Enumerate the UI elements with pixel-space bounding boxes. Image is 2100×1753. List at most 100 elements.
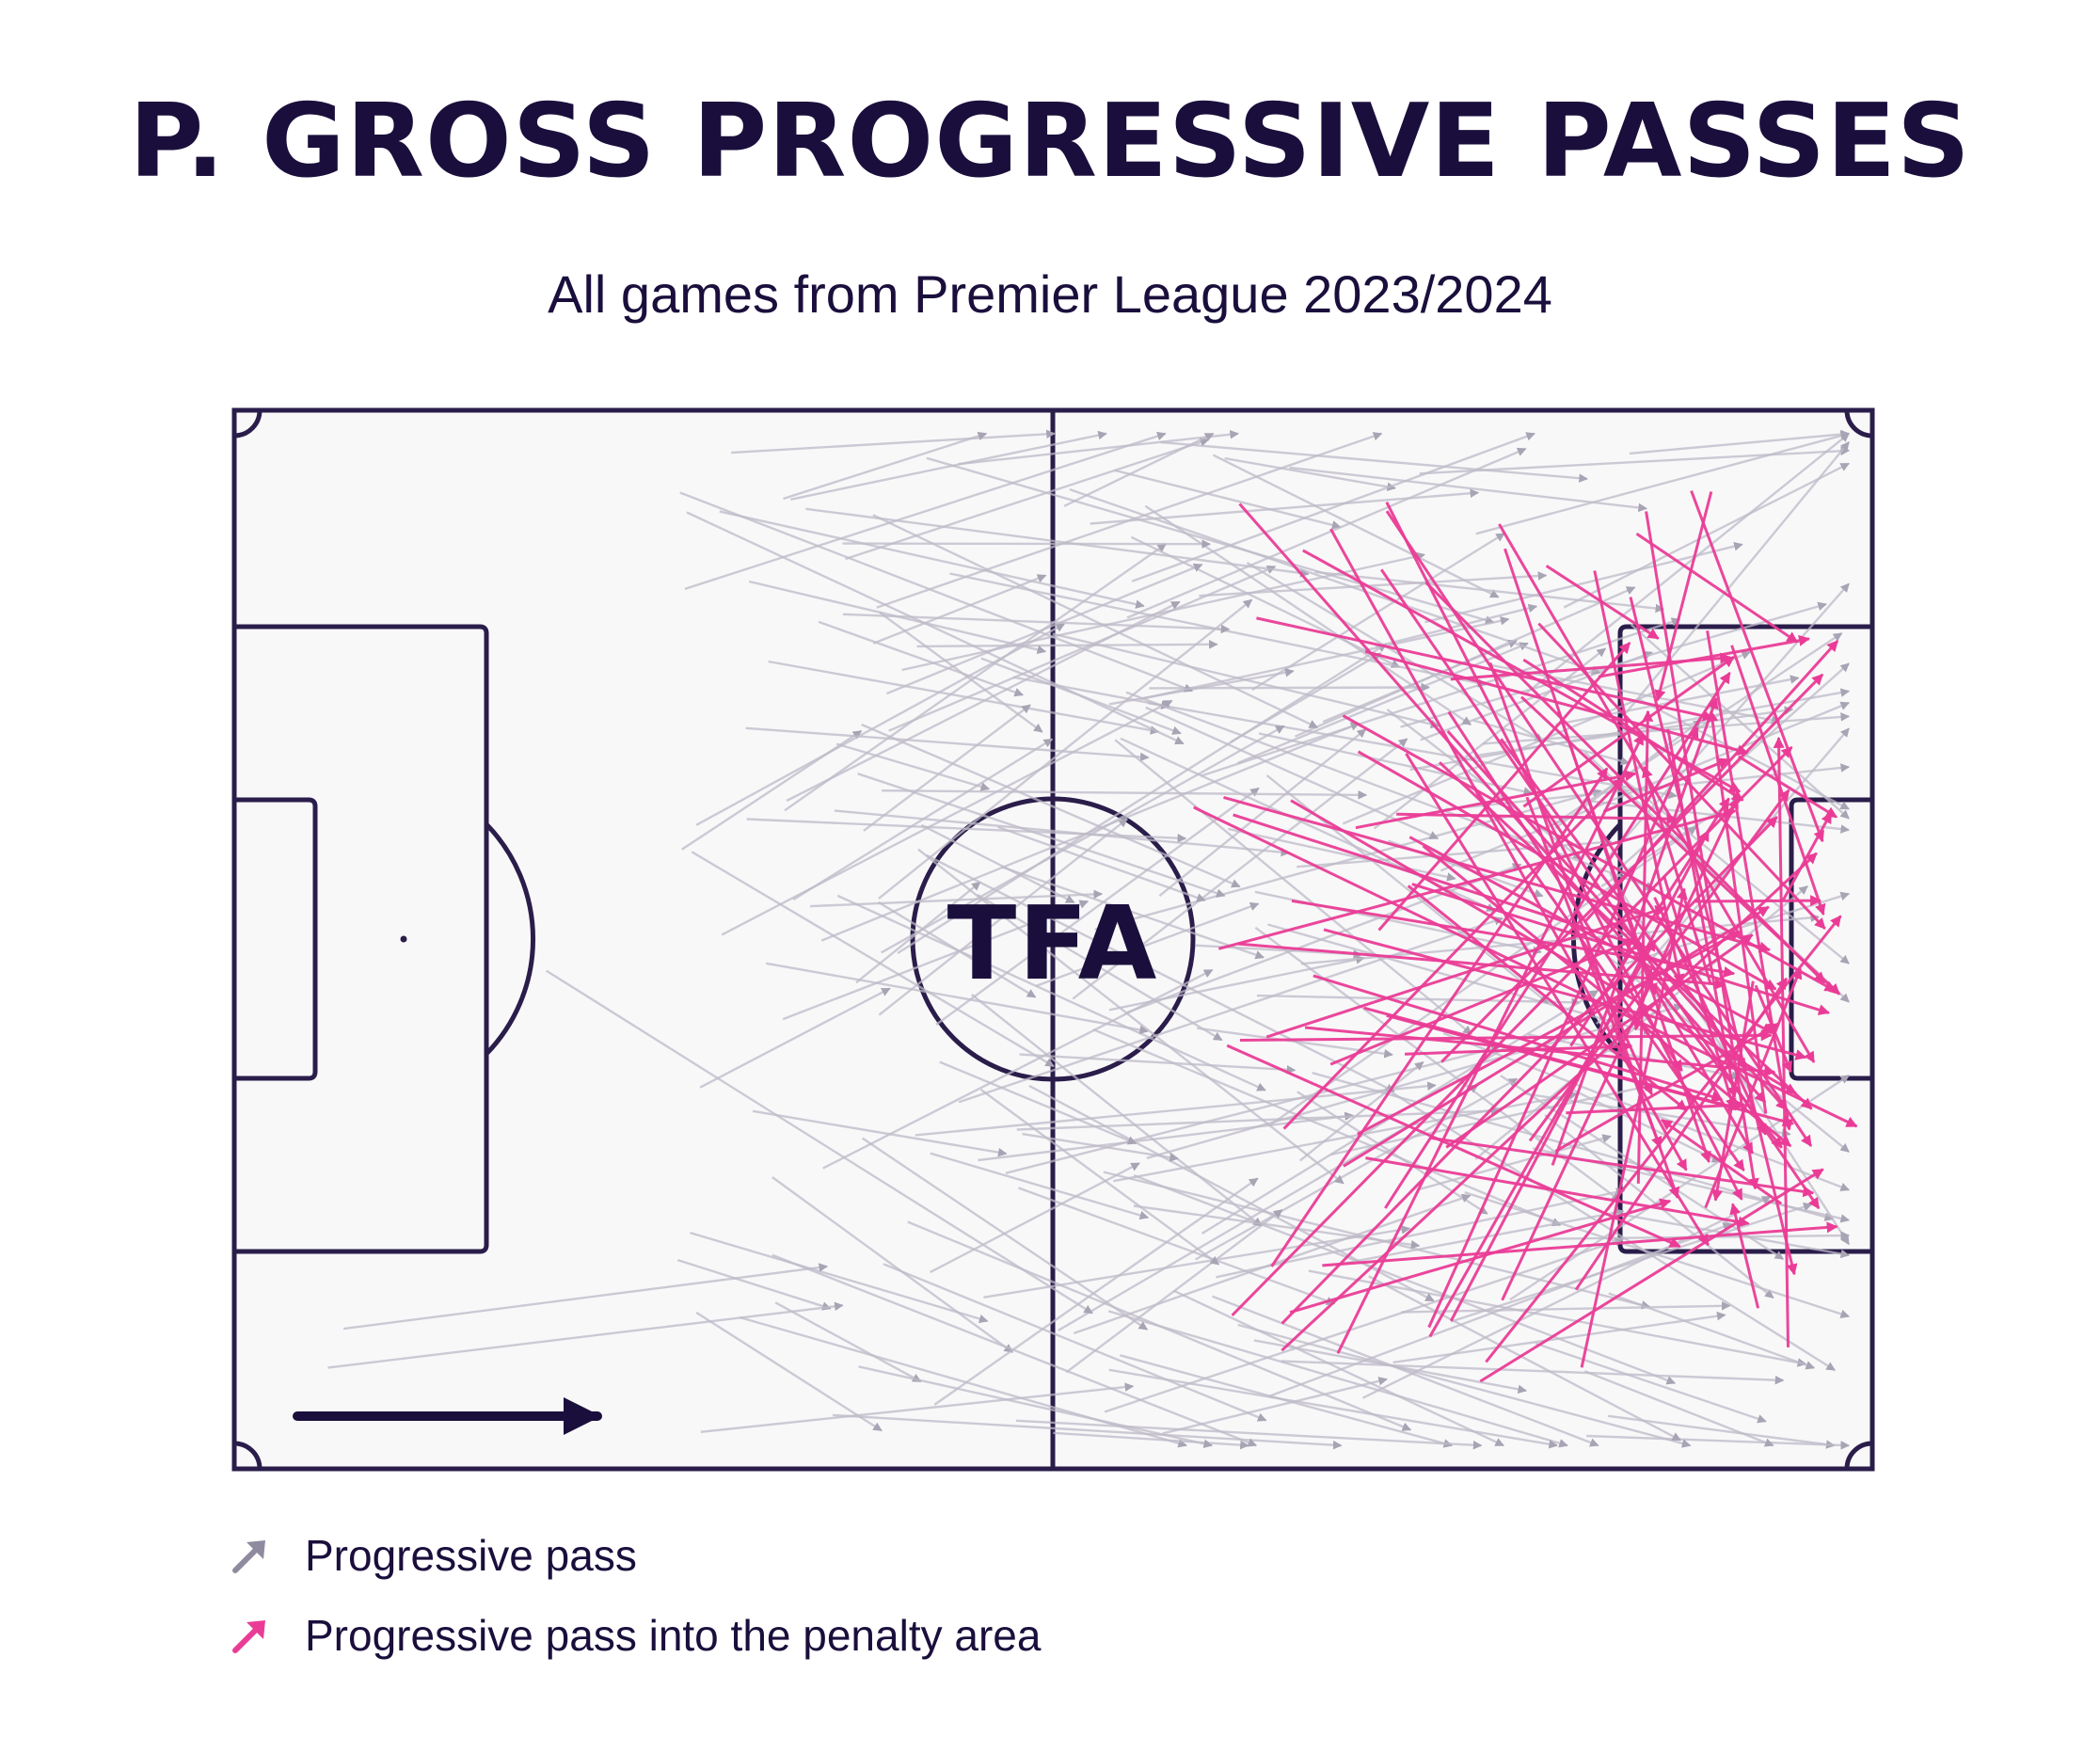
progressive-pass-arrow (1212, 454, 1500, 598)
progressive-pass-arrow (979, 1089, 1220, 1266)
progressive-pass-arrow (1624, 441, 1851, 714)
progressive-pass-arrow (772, 1253, 1258, 1447)
progressive-pass-arrow (916, 640, 1218, 649)
progressive-pass-arrow (699, 987, 891, 1089)
progressive-pass-arrow (1488, 663, 1781, 725)
progressive-pass-arrow (1256, 994, 1581, 1008)
progressive-pass-arrow (983, 1225, 1411, 1299)
penalty-area-pass-arrow (1411, 883, 1830, 1015)
penalty-area-pass-arrow (1363, 1006, 1740, 1112)
progressive-pass-arrow (748, 580, 1047, 655)
penalty-area-pass-arrow (1231, 745, 1793, 1316)
progressive-pass-arrow (980, 657, 1182, 735)
progressive-pass-arrow (691, 851, 1055, 1068)
progressive-pass-arrow (1028, 1084, 1435, 1302)
penalty-area-pass-arrow (1501, 797, 1740, 1301)
progressive-pass-arrow (765, 962, 1149, 1035)
penalty-area-pass-arrow (1690, 490, 1824, 843)
progressive-pass-arrow (1022, 1132, 1179, 1162)
progressive-pass-arrow (1472, 719, 1631, 766)
penalty-area-pass-arrow (1281, 816, 1778, 1325)
progressive-pass-arrow (695, 1311, 883, 1432)
progressive-pass-arrow (958, 916, 1503, 1104)
progressive-pass-arrow (915, 1081, 1437, 1137)
penalty-area-pass-arrow (1233, 813, 1647, 950)
progressive-pass-arrow (1126, 863, 1522, 1014)
legend-label-progressive-pass: Progressive pass (305, 1531, 637, 1580)
progressive-pass-arrow (939, 1060, 1138, 1145)
penalty-area-pass-arrow (1598, 634, 1810, 678)
penalty-area-pass-arrow (1635, 532, 1799, 644)
penalty-area-pass-arrow (1488, 661, 1679, 1199)
penalty-area-pass-arrow (1282, 776, 1625, 1130)
svg-text:TFA: TFA (947, 885, 1159, 1003)
progressive-pass-arrow (719, 510, 1145, 609)
progressive-pass-arrow (878, 598, 1253, 900)
progressive-pass-arrow (786, 600, 1181, 803)
progressive-pass-arrow (342, 1263, 829, 1331)
progressive-pass-arrow (1535, 1342, 1767, 1424)
progressive-pass-arrow (1065, 1208, 1283, 1374)
progressive-pass-arrow (1629, 429, 1851, 455)
penalty-area-pass-arrow (1405, 753, 1710, 1247)
progressive-pass-arrow (1525, 432, 1850, 694)
penalty-area-pass-arrow (1498, 523, 1816, 1063)
penalty-area-pass-arrow (1479, 1168, 1824, 1383)
legend-label-penalty-area-pass: Progressive pass into the penalty area (305, 1611, 1042, 1660)
progressive-pass-arrow (684, 431, 1167, 591)
penalty-area-pass-arrow (1377, 642, 1631, 932)
progressive-pass-arrow (676, 1258, 832, 1311)
penalty-area-pass-arrow (1256, 616, 1714, 722)
progressive-pass-arrow (1586, 1434, 1851, 1450)
progressive-pass-arrow (857, 773, 1226, 898)
penalty-area-pass-arrow (1379, 568, 1821, 1210)
progressive-pass-arrow (1375, 603, 1538, 648)
progressive-pass-arrow (1107, 1310, 1568, 1448)
penalty-area-pass-arrow (1642, 765, 1712, 985)
penalty-area-pass-arrow (1428, 939, 1657, 1338)
progressive-pass-arrow (845, 438, 1210, 561)
progressive-pass-arrow (834, 809, 1291, 857)
progressive-pass-arrow (1251, 532, 1505, 692)
progressive-pass-arrow (1281, 1360, 1785, 1385)
penalty-area-pass-arrow (1239, 1029, 1773, 1042)
progressive-pass-arrow (1133, 1204, 1421, 1250)
progressive-pass-arrow (1450, 1203, 1813, 1323)
progressive-pass-arrow (996, 825, 1206, 902)
progressive-pass-arrow (1144, 504, 1472, 726)
penalty-area-pass-arrow (1265, 905, 1667, 1039)
penalty-area-pass-arrow (1238, 502, 1767, 1104)
progressive-pass-arrow (1289, 466, 1647, 513)
progressive-pass-arrow (1072, 738, 1408, 1000)
penalty-spot-left (400, 935, 407, 943)
progressive-pass-arrow (1108, 955, 1365, 1012)
progressive-pass-arrow (971, 993, 1263, 1227)
penalty-area-pass-arrow (1304, 1026, 1776, 1077)
progressive-pass-arrow (926, 853, 1395, 1093)
progressive-pass-arrow (1019, 1053, 1297, 1075)
progressive-pass-arrow (882, 789, 1368, 800)
penalty-area-pass-arrow (1773, 736, 1790, 1347)
progressive-pass-arrow (920, 823, 1075, 904)
progressive-pass-arrow (1114, 469, 1342, 530)
progressive-pass-arrow (700, 1382, 1135, 1433)
progressive-pass-arrow (783, 431, 988, 501)
penalty-area-pass-arrow (1782, 811, 1833, 901)
penalty-area-pass-arrow (1329, 938, 1636, 1066)
progressive-pass-arrow (881, 725, 1285, 954)
progressive-pass-arrow (897, 643, 1388, 955)
penalty-area-pass-arrow (1357, 750, 1777, 991)
progressive-pass-arrow (935, 787, 1260, 1026)
progressive-pass-arrow (1308, 1269, 1807, 1367)
progressive-pass-arrow (1195, 1077, 1519, 1261)
progressive-pass-arrow (686, 511, 1185, 745)
progressive-pass-arrow (1015, 1419, 1483, 1450)
penalty-area-pass-arrow (1281, 852, 1818, 1352)
progressive-pass-arrow (883, 1263, 1267, 1422)
progressive-pass-arrow (1212, 1295, 1599, 1447)
progressive-pass-arrow (842, 613, 1231, 634)
progressive-pass-arrow (805, 507, 1310, 578)
progressive-pass-arrow (858, 1365, 1214, 1449)
progressive-pass-arrow (930, 1162, 1140, 1274)
progressive-pass-arrow (1596, 727, 1851, 1025)
